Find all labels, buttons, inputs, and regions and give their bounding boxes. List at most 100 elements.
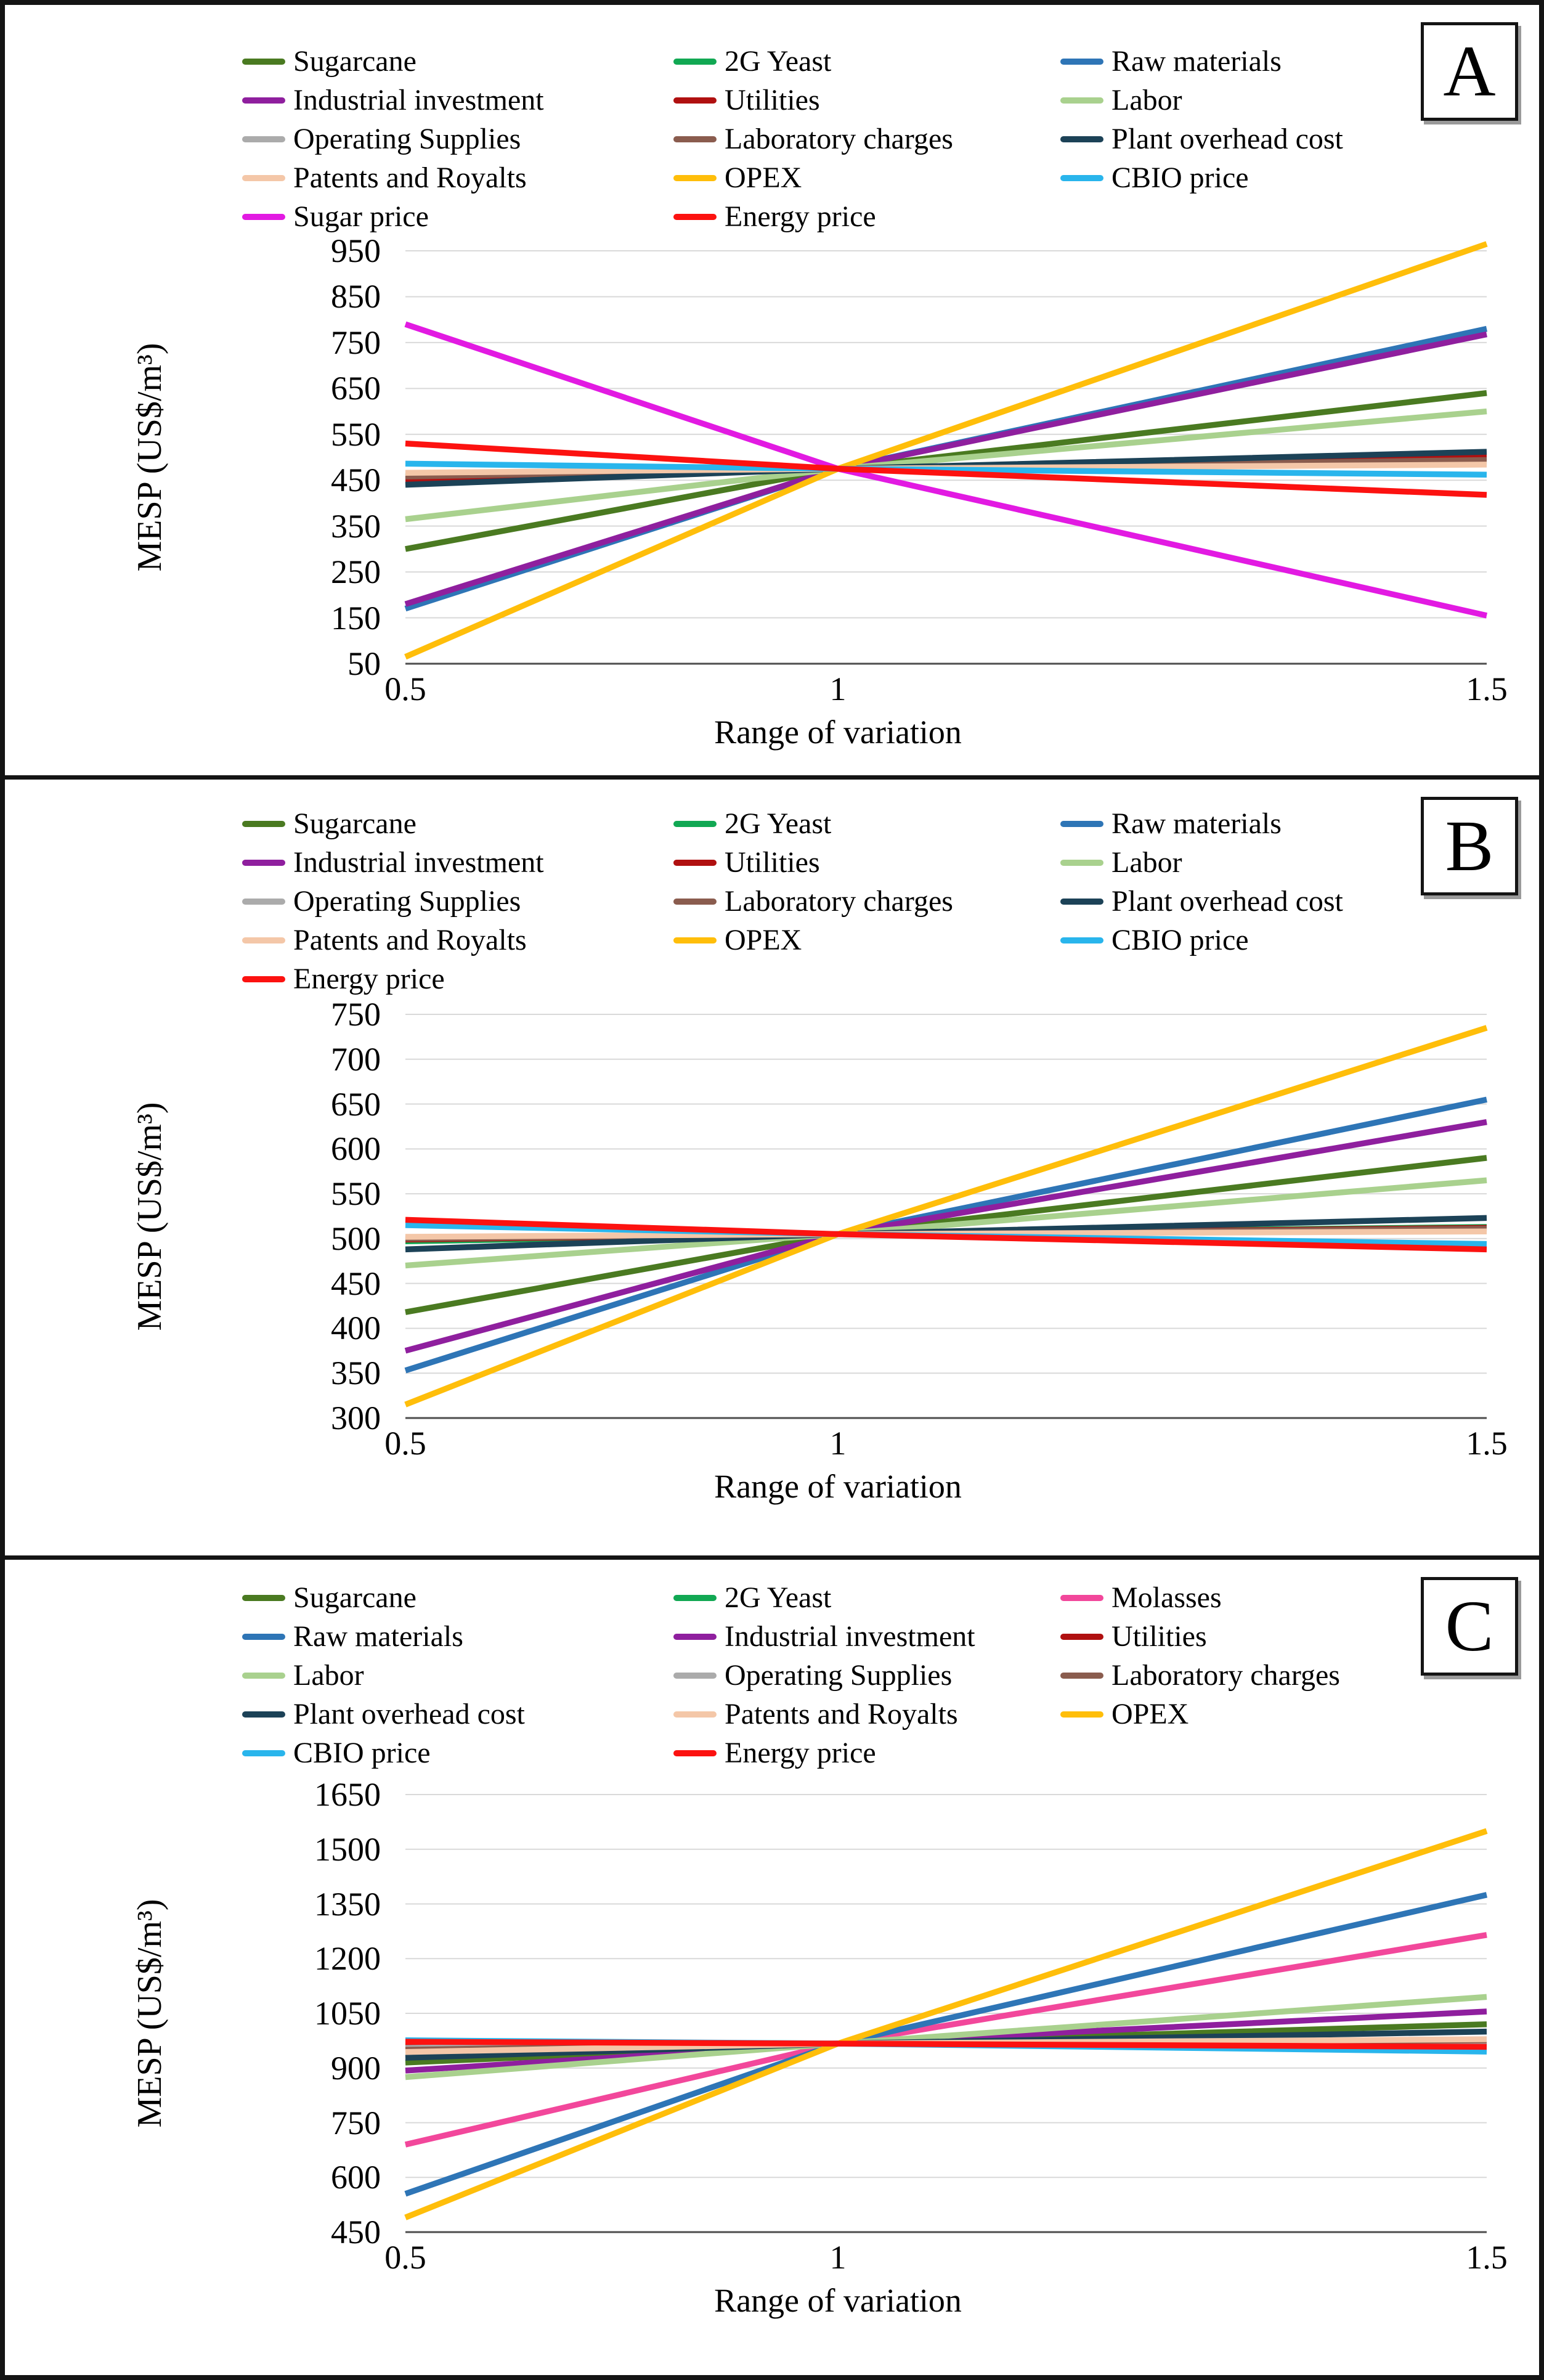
- legend-swatch-icon: [673, 213, 717, 220]
- legend-label: Labor: [293, 1658, 364, 1692]
- legend-label: Molasses: [1111, 1581, 1222, 1614]
- panel-b-letter: B: [1445, 805, 1494, 886]
- legend-swatch-icon: [1060, 937, 1103, 943]
- legend-swatch-icon: [242, 58, 285, 65]
- panel-a-legend: Sugarcane Industrial investment Operating …: [242, 42, 1539, 236]
- legend-item: Labor: [1060, 81, 1343, 120]
- legend-label: Labor: [1111, 846, 1182, 879]
- legend-label: Labor: [1111, 83, 1182, 116]
- panel-c-chart: MESP (US$/m³) 1650 1500 1350 1200 1050 900 750 6…: [5, 1778, 1539, 2325]
- panel-a-chart: MESP (US$/m³) 950 850 750 650 550 450 350 250 150…: [5, 234, 1539, 756]
- legend-label: Plant overhead cost: [1111, 884, 1343, 918]
- legend-column: Molasses Utilities Laboratory charges OPEX: [1060, 1578, 1340, 1772]
- legend-swatch-icon: [1060, 97, 1103, 104]
- y-tick-label: 1200: [314, 1940, 381, 1978]
- y-tick-label: 750: [331, 324, 381, 361]
- y-tick-label: 50: [347, 645, 381, 682]
- legend-label: OPEX: [725, 161, 802, 194]
- legend-item: Laboratory charges: [673, 882, 1060, 921]
- legend-swatch-icon: [673, 58, 717, 65]
- legend-label: Sugarcane: [293, 807, 416, 840]
- panel-b: B Sugarcane Industrial investment Operatin…: [5, 775, 1539, 1555]
- legend-swatch-icon: [673, 174, 717, 181]
- legend-label: Raw materials: [1111, 44, 1282, 78]
- legend-item: Sugarcane: [242, 1578, 673, 1617]
- series-line: [405, 1216, 1487, 1253]
- legend-item: Utilities: [673, 843, 1060, 882]
- legend-label: Operating Supplies: [293, 122, 521, 155]
- legend-swatch-icon: [242, 1750, 285, 1756]
- x-axis-title: Range of variation: [714, 714, 962, 751]
- legend-item: Operating Supplies: [242, 882, 673, 921]
- legend-swatch-icon: [673, 1594, 717, 1601]
- panel-a-label-box: A: [1421, 22, 1518, 121]
- legend-swatch-icon: [1060, 820, 1103, 827]
- plot-svg: [404, 241, 1488, 665]
- legend-label: Patents and Royalts: [293, 923, 527, 956]
- legend-swatch-icon: [673, 136, 717, 142]
- legend-item: CBIO price: [1060, 158, 1343, 197]
- legend-column: Sugarcane Raw materials Labor Plant overhea…: [242, 1578, 673, 1772]
- legend-swatch-icon: [1060, 174, 1103, 181]
- legend-item: Labor: [1060, 843, 1343, 882]
- legend-item: Sugarcane: [242, 42, 673, 81]
- y-tick-label: 300: [331, 1400, 381, 1437]
- panel-c: C Sugarcane Raw materials Labor Plant overh…: [5, 1555, 1539, 2375]
- legend-item: Plant overhead cost: [242, 1695, 673, 1734]
- legend-swatch-icon: [673, 1711, 717, 1718]
- legend-item: Patents and Royalts: [242, 921, 673, 960]
- y-tick-label: 900: [331, 2049, 381, 2087]
- y-tick-label: 450: [331, 1265, 381, 1302]
- legend-label: 2G Yeast: [725, 807, 832, 840]
- legend-swatch-icon: [673, 1750, 717, 1756]
- y-tick-label: 450: [331, 2214, 381, 2251]
- y-tick-label: 550: [331, 1175, 381, 1213]
- legend-item: Raw materials: [1060, 804, 1343, 843]
- y-tick-label: 500: [331, 1220, 381, 1257]
- legend-label: Laboratory charges: [725, 122, 953, 155]
- series-line: [405, 440, 1487, 498]
- plot-svg: [404, 1794, 1488, 2233]
- legend-label: Energy price: [725, 1736, 876, 1769]
- legend-swatch-icon: [673, 898, 717, 905]
- legend-label: CBIO price: [1111, 923, 1249, 956]
- x-tick-label: 0.5: [384, 670, 426, 707]
- legend-item: Operating Supplies: [242, 120, 673, 158]
- legend-label: Operating Supplies: [293, 884, 521, 918]
- y-tick-label: 550: [331, 415, 381, 453]
- legend-label: 2G Yeast: [725, 44, 832, 78]
- y-tick-label: 600: [331, 1130, 381, 1168]
- legend-label: Operating Supplies: [725, 1658, 953, 1692]
- x-tick-label: 0.5: [384, 1425, 426, 1462]
- panel-b-legend: Sugarcane Industrial investment Operating …: [242, 804, 1539, 998]
- legend-item: Operating Supplies: [673, 1656, 1060, 1695]
- x-axis-title: Range of variation: [714, 2282, 962, 2319]
- legend-label: Industrial investment: [293, 83, 544, 116]
- legend-label: Energy price: [293, 962, 445, 995]
- legend-item: Utilities: [1060, 1617, 1340, 1656]
- y-tick-label: 350: [331, 507, 381, 545]
- legend-swatch-icon: [242, 1672, 285, 1679]
- y-tick-label: 150: [331, 599, 381, 637]
- legend-item: Laboratory charges: [673, 120, 1060, 158]
- legend-label: Industrial investment: [725, 1620, 975, 1653]
- y-tick-label: 600: [331, 2159, 381, 2196]
- legend-item: OPEX: [673, 921, 1060, 960]
- x-tick-label: 1.5: [1466, 670, 1508, 707]
- legend-swatch-icon: [1060, 58, 1103, 65]
- panel-b-label-box: B: [1421, 797, 1518, 895]
- legend-swatch-icon: [673, 859, 717, 866]
- x-tick-label: 1: [829, 1425, 847, 1462]
- legend-column: Raw materials Labor Plant overhead cost CBI…: [1060, 42, 1343, 236]
- legend-swatch-icon: [1060, 859, 1103, 866]
- legend-swatch-icon: [1060, 1672, 1103, 1679]
- legend-label: OPEX: [1111, 1697, 1189, 1730]
- legend-item: CBIO price: [1060, 921, 1343, 960]
- legend-swatch-icon: [673, 1633, 717, 1640]
- legend-swatch-icon: [242, 859, 285, 866]
- legend-label: Laboratory charges: [725, 884, 953, 918]
- legend-column: 2G Yeast Industrial investment Operating S…: [673, 1578, 1060, 1772]
- legend-label: Plant overhead cost: [1111, 122, 1343, 155]
- panel-a: A Sugarcane Industrial investment Operatin…: [5, 5, 1539, 775]
